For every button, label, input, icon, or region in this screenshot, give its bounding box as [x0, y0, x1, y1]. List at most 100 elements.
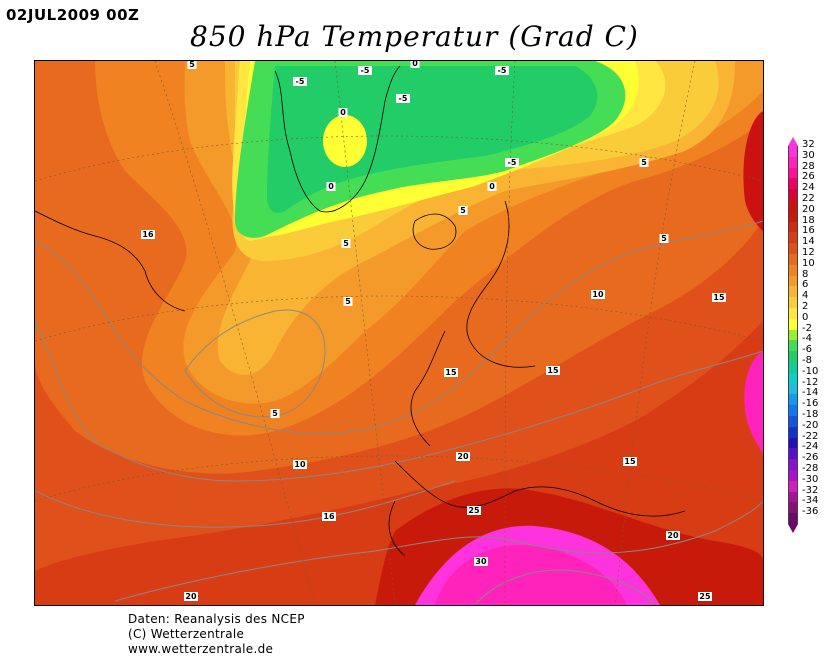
temperature-map: -5 -5 -5 0 -5 -5 0 0 0 5 5 5 5 5 5 5 16 10 15 15 15 15 10 16 20 2…	[34, 60, 764, 606]
contour-label: -5	[399, 94, 408, 103]
contour-label-bg	[698, 592, 712, 601]
colorbar-tick-label: 18	[802, 214, 815, 226]
footer-data-source: Daten: Reanalysis des NCEP	[128, 612, 305, 626]
contour-label-bg	[293, 77, 307, 86]
colorbar-cell	[788, 372, 798, 384]
contour-label-bg	[712, 293, 726, 302]
contour-label: -5	[296, 77, 305, 86]
contour-label-bg	[487, 182, 497, 191]
colorbar-cell	[788, 243, 798, 254]
colorbar-cell	[788, 426, 798, 438]
contour-label: 25	[468, 506, 480, 515]
colorbar-tick-label: 12	[802, 247, 815, 258]
contour-label: 0	[412, 61, 418, 68]
colorbar-tick-label: 30	[802, 149, 815, 161]
colorbar-tick-label: 24	[802, 182, 815, 194]
contour-label: 20	[185, 592, 197, 601]
colorbar-tick-label: -8	[802, 355, 812, 366]
colorbar-tick-label: -12	[802, 376, 819, 388]
colorbar-cell	[788, 340, 798, 352]
colorbar-tick-label: -32	[802, 484, 819, 496]
contour-label: 10	[294, 460, 306, 469]
contour-label-bg	[467, 506, 481, 515]
colorbar-cell	[788, 232, 798, 244]
footer-credits: Daten: Reanalysis des NCEP (C) Wetterzen…	[128, 612, 305, 657]
contour-label: 5	[189, 61, 195, 69]
colorbar-cell	[788, 448, 798, 460]
contour-label: 15	[624, 457, 636, 466]
colorbar-cell	[788, 286, 798, 298]
colorbar-cell	[788, 437, 798, 449]
colorbar-cell	[788, 199, 798, 211]
contour-label: -5	[361, 66, 370, 75]
contour-label: 5	[272, 409, 278, 418]
contour-label: 15	[445, 368, 457, 377]
contour-labels: -5 -5 -5 0 -5 -5 0 0 0 5 5 5 5 5 5 5 16 10 15 15 15 15 10 16 20 2…	[141, 61, 726, 601]
contour-label: 0	[328, 182, 334, 191]
colorbar-cell	[788, 491, 798, 503]
colorbar-tick-label: -22	[802, 430, 819, 442]
colorbar-tick-label: -34	[802, 495, 819, 507]
colorbar-cell	[788, 502, 798, 514]
contour-label-bg	[495, 66, 509, 75]
colorbar-tick-label: 8	[802, 268, 809, 280]
contour-label-bg	[326, 182, 336, 191]
colorbar-cell	[788, 156, 798, 168]
colorbar-tick-label: 20	[802, 203, 815, 215]
contour-label: 20	[457, 452, 469, 461]
contour-label: 25	[699, 592, 711, 601]
contour-label: 0	[340, 108, 346, 117]
footer-website: www.wetterzentrale.de	[128, 642, 274, 656]
colorbar-tick-label: 14	[802, 236, 815, 248]
colorbar-tick-label: -6	[802, 344, 812, 356]
contour-label: 0	[489, 182, 495, 191]
colorbar-cell	[788, 307, 798, 319]
colorbar-tick-label: 32	[802, 139, 815, 150]
colorbar-tick-label: -30	[802, 473, 819, 485]
footer-copyright: (C) Wetterzentrale	[128, 627, 245, 641]
colorbar-cell	[788, 297, 798, 308]
colorbar-tick-label: 6	[802, 279, 809, 291]
colorbar-tick-label: -36	[802, 506, 819, 518]
colorbar	[788, 137, 798, 533]
contour-label-bg	[338, 108, 348, 117]
contour-label: 5	[460, 206, 466, 215]
colorbar-cell	[788, 329, 798, 341]
contour-label-bg	[639, 158, 649, 167]
colorbar-cell	[788, 351, 798, 362]
contour-label-bg	[343, 297, 353, 306]
contour-label-bg	[341, 239, 351, 248]
contour-label-bg	[322, 512, 336, 521]
colorbar-cell	[788, 264, 798, 276]
contour-label-bg	[474, 557, 488, 566]
colorbar-cells	[788, 146, 798, 524]
contour-label-bg	[659, 234, 669, 243]
colorbar-cell	[788, 480, 798, 492]
colorbar-cell	[788, 253, 798, 265]
colorbar-cell	[788, 513, 798, 524]
contour-label-bg	[591, 290, 605, 299]
contour-label-bg	[358, 66, 372, 75]
colorbar-tick-label: -4	[802, 333, 812, 345]
colorbar-tick-label: -18	[802, 409, 819, 420]
colorbar-tick-label: -24	[802, 441, 819, 453]
colorbar-tick-label: -10	[802, 365, 819, 377]
colorbar-cell	[788, 394, 798, 406]
contour-label-bg	[505, 158, 519, 167]
contour-label: 5	[343, 239, 349, 248]
colorbar-cell	[788, 189, 798, 200]
colorbar-tick-label: 10	[802, 257, 815, 269]
colorbar-tick-label: -26	[802, 452, 819, 464]
colorbar-cell	[788, 210, 798, 222]
chart-title: 850 hPa Temperatur (Grad C)	[190, 20, 639, 53]
contour-label: -5	[508, 158, 517, 167]
contour-label-bg	[187, 61, 197, 69]
colorbar-cell	[788, 459, 798, 470]
colorbar-tick-label: -16	[802, 398, 819, 410]
colorbar-cell	[788, 178, 798, 190]
colorbar-cell	[788, 275, 798, 287]
contour-label-bg	[270, 409, 280, 418]
colorbar-tick-label: 22	[802, 193, 815, 204]
date-label: 02JUL2009 00Z	[6, 6, 140, 24]
colorbar-min-arrow	[788, 523, 798, 533]
